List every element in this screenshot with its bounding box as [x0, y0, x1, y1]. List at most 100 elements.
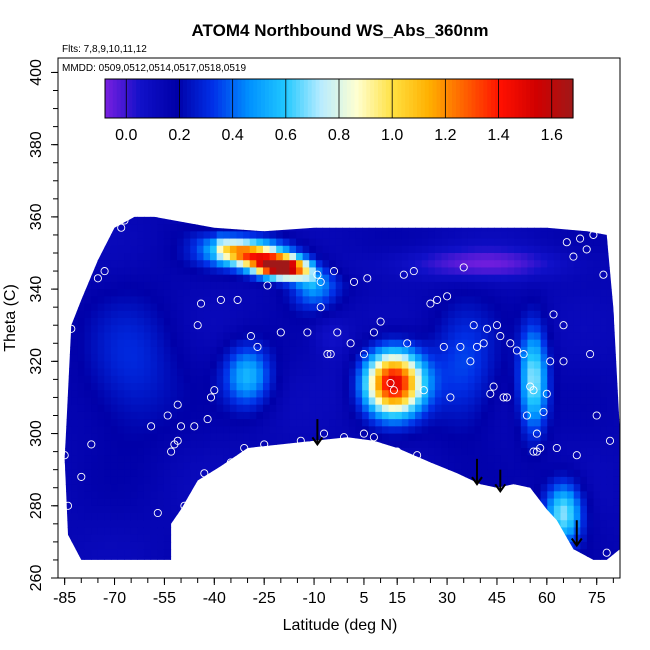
- heat-cell: [388, 455, 396, 464]
- heat-cell: [434, 289, 443, 297]
- heat-cell: [368, 462, 376, 471]
- heat-cell: [117, 455, 125, 464]
- heat-cell: [494, 513, 502, 521]
- heat-cell: [329, 397, 337, 406]
- heat-cell: [137, 549, 145, 557]
- heat-cell: [117, 411, 125, 420]
- colorbar-segment: [323, 79, 328, 118]
- heat-cell: [567, 549, 575, 557]
- heat-cell: [216, 549, 224, 557]
- heat-cell: [580, 419, 588, 427]
- heat-cell: [534, 368, 542, 377]
- colorbar-segment: [190, 79, 196, 118]
- heat-cell: [329, 411, 337, 420]
- heat-cell: [415, 462, 423, 471]
- heat-cell: [315, 549, 324, 557]
- heat-cell: [163, 404, 171, 413]
- heat-cell: [567, 556, 575, 560]
- heat-cell: [342, 491, 350, 500]
- chart-title: ATOM4 Northbound WS_Abs_360nm: [192, 21, 489, 40]
- heat-cell: [375, 339, 383, 348]
- heat-cell: [421, 224, 429, 232]
- heat-cell: [494, 253, 502, 261]
- colorbar-segment: [428, 79, 434, 118]
- heat-cell: [124, 289, 132, 297]
- heat-cell: [395, 361, 403, 370]
- heat-cell: [210, 325, 218, 334]
- heat-cell: [381, 426, 390, 435]
- heat-cell: [461, 332, 469, 341]
- heat-cell: [540, 303, 548, 312]
- heat-cell: [203, 216, 211, 225]
- heat-cell: [481, 433, 489, 442]
- heat-cell: [329, 238, 337, 247]
- flights-label: Flts: 7,8,9,10,11,12: [62, 44, 147, 55]
- heat-cell: [428, 346, 436, 355]
- heat-cell: [143, 245, 152, 254]
- heat-cell: [547, 346, 555, 355]
- heat-cell: [467, 368, 476, 377]
- heat-cell: [573, 368, 581, 377]
- heat-cell: [124, 375, 132, 384]
- heat-cell: [302, 433, 310, 442]
- heat-cell: [296, 527, 304, 536]
- heat-cell: [573, 498, 581, 507]
- heat-cell: [553, 527, 562, 536]
- heat-cell: [507, 455, 515, 464]
- heat-cell: [223, 245, 231, 254]
- heat-cell: [593, 534, 601, 543]
- heat-cell: [540, 527, 548, 536]
- heat-cell: [520, 505, 529, 514]
- heat-cell: [573, 281, 581, 290]
- heat-cell: [269, 375, 277, 384]
- heat-cell: [375, 549, 383, 557]
- heat-cell: [170, 505, 178, 514]
- y-tick-label: 400: [28, 59, 45, 86]
- heat-cell: [190, 440, 198, 449]
- heat-cell: [355, 527, 363, 536]
- heat-cell: [441, 281, 449, 290]
- heat-cell: [110, 534, 119, 543]
- heat-cell: [467, 375, 476, 384]
- heat-cell: [487, 346, 495, 355]
- heat-cell: [368, 498, 376, 507]
- heat-cell: [507, 549, 515, 557]
- heat-cell: [494, 390, 502, 399]
- heat-cell: [375, 498, 383, 507]
- heat-cell: [223, 426, 231, 435]
- heat-cell: [177, 303, 185, 312]
- heat-cell: [428, 462, 436, 471]
- heat-cell: [64, 216, 72, 225]
- heat-cell: [150, 231, 158, 240]
- heat-cell: [421, 484, 429, 492]
- heat-cell: [64, 433, 72, 442]
- heat-cell: [117, 253, 125, 261]
- heat-cell: [262, 556, 271, 560]
- heat-cell: [534, 296, 542, 305]
- heat-cell: [408, 296, 416, 305]
- heat-cell: [428, 541, 436, 550]
- heat-cell: [150, 383, 158, 391]
- heat-cell: [243, 520, 251, 529]
- heat-cell: [302, 426, 310, 435]
- heat-cell: [236, 368, 244, 377]
- heat-cell: [104, 224, 112, 232]
- heat-cell: [461, 281, 469, 290]
- heat-cell: [157, 238, 165, 247]
- colorbar-segment: [354, 79, 360, 118]
- heat-cell: [203, 534, 211, 543]
- observation-point: [63, 501, 73, 510]
- heat-cell: [110, 541, 119, 550]
- heat-cell: [415, 383, 423, 391]
- heat-cell: [150, 310, 158, 319]
- heat-cell: [573, 397, 581, 406]
- colorbar-segment: [140, 79, 145, 118]
- heat-cell: [355, 520, 363, 529]
- heat-cell: [296, 534, 304, 543]
- heat-cell: [475, 564, 482, 572]
- heat-cell: [249, 419, 257, 427]
- heat-cell: [553, 296, 562, 305]
- heat-cell: [137, 260, 145, 269]
- heat-cell: [163, 505, 171, 514]
- heat-cell: [481, 216, 489, 225]
